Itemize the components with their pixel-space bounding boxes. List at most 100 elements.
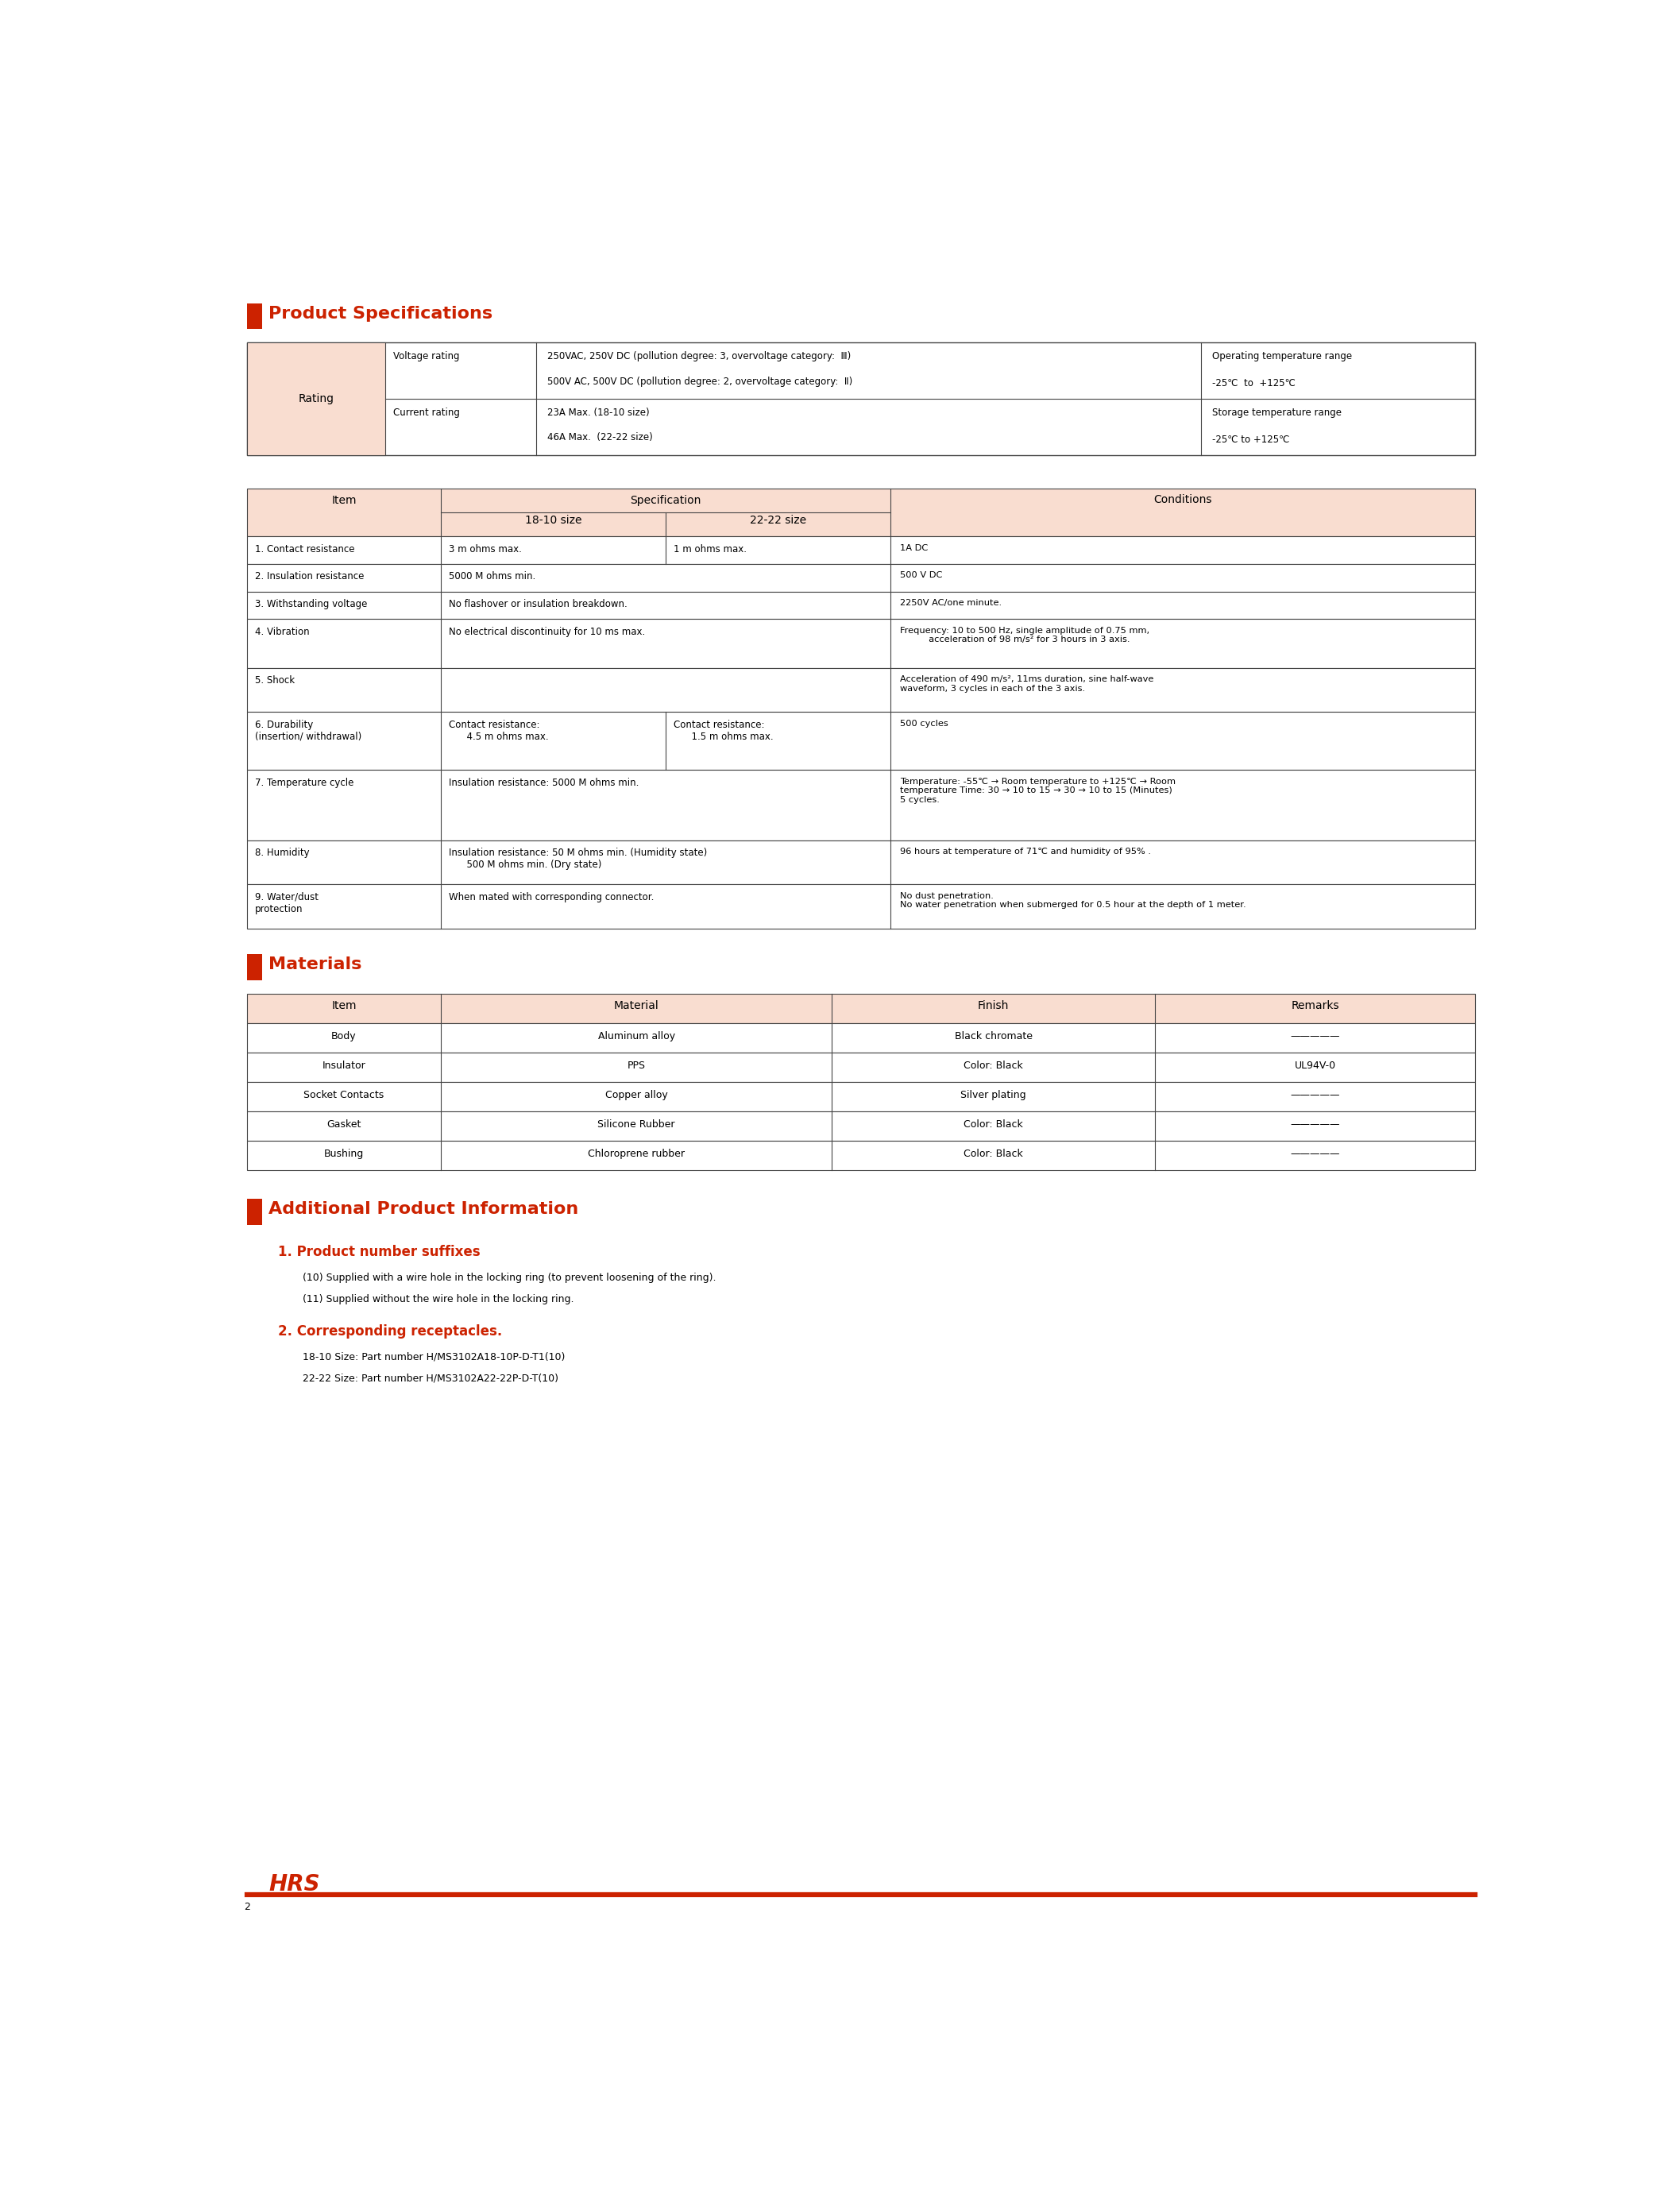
Bar (247, 1198, 262, 1225)
Text: Insulation resistance: 50 M ohms min. (Humidity state)
      500 M ohms min. (Dr: Insulation resistance: 50 M ohms min. (H… (449, 849, 707, 870)
Text: 18-10 size: 18-10 size (524, 514, 581, 525)
Text: Storage temperature range: Storage temperature range (1213, 407, 1342, 418)
Bar (247, 1111, 1475, 1142)
Text: UL94V-0: UL94V-0 (1294, 1061, 1336, 1072)
Text: Product Specifications: Product Specifications (269, 306, 492, 321)
Text: 2. Corresponding receptacles.: 2. Corresponding receptacles. (277, 1325, 502, 1338)
Text: 250VAC, 250V DC (pollution degree: 3, overvoltage category:  Ⅲ): 250VAC, 250V DC (pollution degree: 3, ov… (548, 352, 852, 361)
Text: —————: ————— (1290, 1032, 1341, 1041)
Text: 23A Max. (18-10 size): 23A Max. (18-10 size) (548, 407, 650, 418)
Bar (247, 488, 1475, 536)
Text: Finish: Finish (978, 999, 1010, 1010)
Text: No flashover or insulation breakdown.: No flashover or insulation breakdown. (449, 599, 627, 610)
Text: 500 cycles: 500 cycles (900, 720, 948, 728)
Text: Gasket: Gasket (326, 1120, 361, 1131)
Bar (247, 1052, 1475, 1083)
Text: Item: Item (331, 999, 356, 1010)
Text: Current rating: Current rating (393, 407, 459, 418)
Text: (11) Supplied without the wire hole in the locking ring.: (11) Supplied without the wire hole in t… (302, 1295, 573, 1303)
Text: 6. Durability
(insertion/ withdrawal): 6. Durability (insertion/ withdrawal) (255, 720, 361, 741)
Text: Temperature: -55℃ → Room temperature to +125℃ → Room
temperature Time: 30 → 10 t: Temperature: -55℃ → Room temperature to … (900, 779, 1176, 805)
Text: No electrical discontinuity for 10 ms max.: No electrical discontinuity for 10 ms ma… (449, 625, 645, 636)
Text: 22-22 size: 22-22 size (749, 514, 806, 525)
Text: PPS: PPS (627, 1061, 645, 1072)
Text: 3. Withstanding voltage: 3. Withstanding voltage (255, 599, 368, 610)
Bar (247, 590, 1475, 619)
Text: 1A DC: 1A DC (900, 545, 927, 551)
Text: 8. Humidity: 8. Humidity (255, 849, 309, 857)
Bar (247, 619, 1475, 667)
Text: 2. Insulation resistance: 2. Insulation resistance (255, 571, 365, 582)
Text: Acceleration of 490 m/s², 11ms duration, sine half-wave
waveform, 3 cycles in ea: Acceleration of 490 m/s², 11ms duration,… (900, 676, 1154, 693)
Text: Contact resistance:
      1.5 m ohms max.: Contact resistance: 1.5 m ohms max. (674, 720, 773, 741)
Text: Aluminum alloy: Aluminum alloy (598, 1032, 675, 1041)
Bar (247, 564, 1475, 590)
Text: 9. Water/dust
protection: 9. Water/dust protection (255, 892, 319, 914)
Bar (247, 1024, 1475, 1052)
Text: Contact resistance:
      4.5 m ohms max.: Contact resistance: 4.5 m ohms max. (449, 720, 549, 741)
Text: Rating: Rating (299, 394, 334, 405)
Bar (247, 954, 262, 980)
Text: 96 hours at temperature of 71℃ and humidity of 95% .: 96 hours at temperature of 71℃ and humid… (900, 849, 1151, 855)
Text: 4. Vibration: 4. Vibration (255, 625, 309, 636)
Text: Copper alloy: Copper alloy (605, 1089, 667, 1100)
Text: 5. Shock: 5. Shock (255, 676, 294, 687)
Bar (247, 343, 1475, 455)
Text: —————: ————— (1290, 1089, 1341, 1100)
Text: -25℃  to  +125℃: -25℃ to +125℃ (1213, 378, 1295, 389)
Text: Materials: Materials (269, 956, 361, 971)
Text: Conditions: Conditions (1154, 494, 1211, 505)
Text: 2: 2 (244, 1903, 250, 1911)
Bar (247, 536, 1475, 564)
Bar (247, 840, 1475, 884)
Text: Additional Product Information: Additional Product Information (269, 1201, 578, 1216)
Bar (247, 304, 262, 328)
Bar (247, 1083, 1475, 1111)
Text: 7. Temperature cycle: 7. Temperature cycle (255, 779, 354, 787)
Text: 1 m ohms max.: 1 m ohms max. (674, 545, 746, 553)
Text: Silver plating: Silver plating (961, 1089, 1026, 1100)
Text: No dust penetration.
No water penetration when submerged for 0.5 hour at the dep: No dust penetration. No water penetratio… (900, 892, 1247, 910)
Text: —————: ————— (1290, 1120, 1341, 1131)
Text: Frequency: 10 to 500 Hz, single amplitude of 0.75 mm,
          acceleration of : Frequency: 10 to 500 Hz, single amplitud… (900, 625, 1149, 643)
Text: Black chromate: Black chromate (954, 1032, 1032, 1041)
Text: Material: Material (613, 999, 659, 1010)
Bar (247, 1142, 1475, 1170)
Text: 22-22 Size: Part number H/MS3102A22-22P-D-T(10): 22-22 Size: Part number H/MS3102A22-22P-… (302, 1373, 558, 1384)
Text: Silicone Rubber: Silicone Rubber (598, 1120, 675, 1131)
Text: 500V AC, 500V DC (pollution degree: 2, overvoltage category:  Ⅱ): 500V AC, 500V DC (pollution degree: 2, o… (548, 376, 852, 387)
Bar (247, 995, 1475, 1024)
Text: Insulation resistance: 5000 M ohms min.: Insulation resistance: 5000 M ohms min. (449, 779, 638, 787)
Text: Color: Black: Color: Black (964, 1148, 1023, 1159)
Text: 5000 M ohms min.: 5000 M ohms min. (449, 571, 536, 582)
Bar (247, 770, 1475, 840)
Text: Body: Body (331, 1032, 356, 1041)
Text: Insulator: Insulator (323, 1061, 366, 1072)
Text: -25℃ to +125℃: -25℃ to +125℃ (1213, 435, 1290, 444)
Bar (247, 667, 1475, 713)
Text: Voltage rating: Voltage rating (393, 352, 459, 361)
Text: When mated with corresponding connector.: When mated with corresponding connector. (449, 892, 654, 903)
Bar (247, 884, 1475, 929)
Text: (10) Supplied with a wire hole in the locking ring (to prevent loosening of the : (10) Supplied with a wire hole in the lo… (302, 1273, 716, 1282)
Text: Color: Black: Color: Black (964, 1061, 1023, 1072)
Text: Specification: Specification (630, 494, 701, 505)
Text: Operating temperature range: Operating temperature range (1213, 352, 1352, 361)
Text: Bushing: Bushing (324, 1148, 365, 1159)
Text: 18-10 Size: Part number H/MS3102A18-10P-D-T1(10): 18-10 Size: Part number H/MS3102A18-10P-… (302, 1352, 564, 1363)
Text: Socket Contacts: Socket Contacts (304, 1089, 385, 1100)
Text: 500 V DC: 500 V DC (900, 571, 942, 580)
Text: Remarks: Remarks (1290, 999, 1339, 1010)
Text: HRS: HRS (269, 1874, 319, 1896)
Text: 3 m ohms max.: 3 m ohms max. (449, 545, 522, 553)
Bar (247, 713, 1475, 770)
Text: 2250V AC/one minute.: 2250V AC/one minute. (900, 599, 1001, 606)
Text: Item: Item (331, 494, 356, 505)
Text: —————: ————— (1290, 1148, 1341, 1159)
Bar (247, 343, 385, 455)
Text: 1. Contact resistance: 1. Contact resistance (255, 545, 354, 553)
Text: 1. Product number suffixes: 1. Product number suffixes (277, 1244, 480, 1260)
Text: Color: Black: Color: Black (964, 1120, 1023, 1131)
Text: Chloroprene rubber: Chloroprene rubber (588, 1148, 685, 1159)
Text: 46A Max.  (22-22 size): 46A Max. (22-22 size) (548, 433, 654, 442)
